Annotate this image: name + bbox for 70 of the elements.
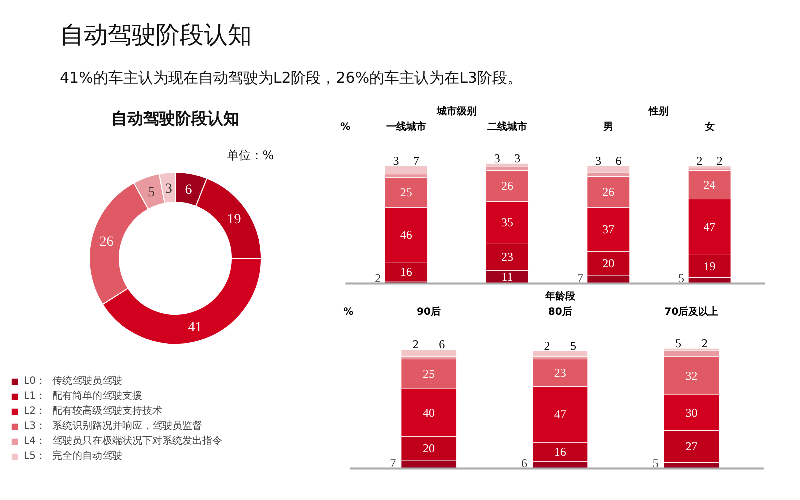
data-label: 5: [652, 456, 659, 471]
text: 城市级别: [436, 105, 477, 118]
data-label: 5: [570, 338, 576, 353]
data-label: 25: [400, 186, 412, 200]
legend-label: L0： 传统驾驶员驾驶: [24, 374, 122, 388]
data-label: 40: [423, 406, 436, 420]
legend-label: L2： 配有较高级驾驶支持技术: [24, 404, 162, 418]
data-label: 23: [502, 250, 514, 264]
data-label: 3: [393, 154, 400, 168]
data-label: 6: [522, 456, 528, 471]
y-axis-title: %: [340, 122, 351, 134]
data-label: 47: [554, 408, 566, 422]
data-label: 27: [686, 440, 698, 454]
data-label: 46: [400, 228, 412, 242]
data-label: 20: [602, 256, 615, 271]
data-label: 6: [616, 154, 622, 168]
text: 单位：%: [226, 148, 274, 162]
text: 41%的车主认为现在自动驾驶为L2阶段，26%的车主认为在L3阶段。: [60, 68, 522, 89]
legend-label: L5： 完全的自动驾驶: [24, 450, 122, 463]
x-tick-label: 一线城市: [386, 121, 426, 134]
text: 自动驾驶阶段认知: [112, 109, 240, 128]
data-label: 3: [494, 151, 500, 166]
data-label: 5: [676, 336, 682, 350]
data-label: 26: [602, 185, 615, 200]
x-tick-label: 70后及以上: [664, 306, 719, 318]
data-label: 16: [400, 264, 412, 279]
legend-label: L4： 驾驶员只在极端状况下对系统发出指令: [24, 434, 222, 448]
x-tick-label: 80后: [548, 306, 572, 318]
data-label: 6: [439, 338, 446, 352]
x-tick-label: 二线城市: [488, 121, 528, 134]
text: 性别: [648, 105, 670, 118]
data-label: 5: [678, 272, 685, 286]
data-label: 26: [100, 234, 114, 250]
data-label: 3: [165, 182, 172, 197]
data-label: 47: [704, 220, 716, 234]
data-label: 7: [390, 456, 396, 471]
x-tick-label: 男: [602, 121, 614, 134]
x-tick-label: 90后: [417, 306, 441, 318]
data-label: 2: [412, 338, 419, 352]
chart-title: 自动驾驶阶段认知: [60, 20, 252, 51]
data-label: 19: [227, 212, 242, 228]
data-label: 26: [502, 179, 514, 194]
data-label: 5: [148, 186, 155, 201]
data-label: 37: [602, 222, 615, 237]
legend-label: L1： 配有简单的驾驶支援: [24, 390, 142, 403]
text: 年龄段: [544, 290, 576, 302]
data-label: 3: [514, 151, 521, 166]
data-label: 25: [423, 367, 436, 382]
data-label: 6: [185, 182, 192, 198]
data-label: 11: [502, 270, 514, 284]
data-label: 35: [502, 215, 514, 230]
data-label: 30: [686, 406, 698, 420]
data-label: 3: [596, 154, 602, 168]
data-label: 2: [375, 272, 382, 286]
data-label: 41: [188, 320, 202, 336]
data-label: 7: [413, 154, 420, 168]
y-axis-title: %: [344, 307, 354, 318]
data-label: 19: [704, 259, 716, 274]
data-label: 32: [686, 368, 698, 383]
data-label: 2: [702, 336, 708, 350]
x-tick-label: 女: [704, 121, 715, 134]
data-label: 7: [577, 272, 584, 286]
data-label: 2: [696, 154, 703, 168]
data-label: 24: [704, 178, 716, 192]
legend-label: L3： 系统识别路况并响应，驾驶员监督: [24, 420, 202, 433]
data-label: 2: [716, 154, 723, 168]
data-label: 2: [544, 338, 550, 353]
data-label: 16: [554, 445, 566, 460]
data-label: 23: [554, 366, 566, 380]
data-label: 20: [423, 442, 436, 456]
